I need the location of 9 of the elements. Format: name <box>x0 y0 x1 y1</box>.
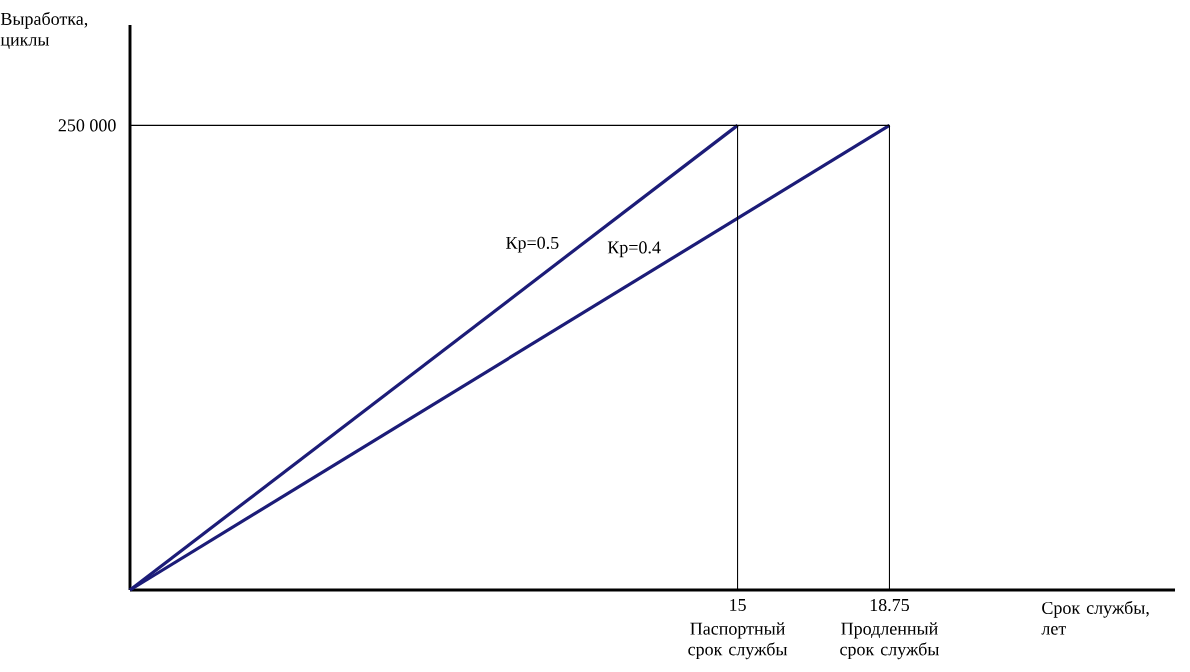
text: 250 000 <box>58 119 116 132</box>
y-axis-title: Выработка, циклы <box>0 11 88 49</box>
x-axis-title: Срок службы, лет <box>1041 600 1149 635</box>
annotation: Паспортный срок службы <box>688 622 788 660</box>
annotation: Продленный срок службы <box>840 622 939 660</box>
series-label: Кр=0.4 <box>607 241 661 258</box>
series-label: Кр=0.5 <box>506 236 559 253</box>
x-tick-label: 18.75 <box>870 598 910 612</box>
x-tick-label: 15 <box>730 598 746 611</box>
